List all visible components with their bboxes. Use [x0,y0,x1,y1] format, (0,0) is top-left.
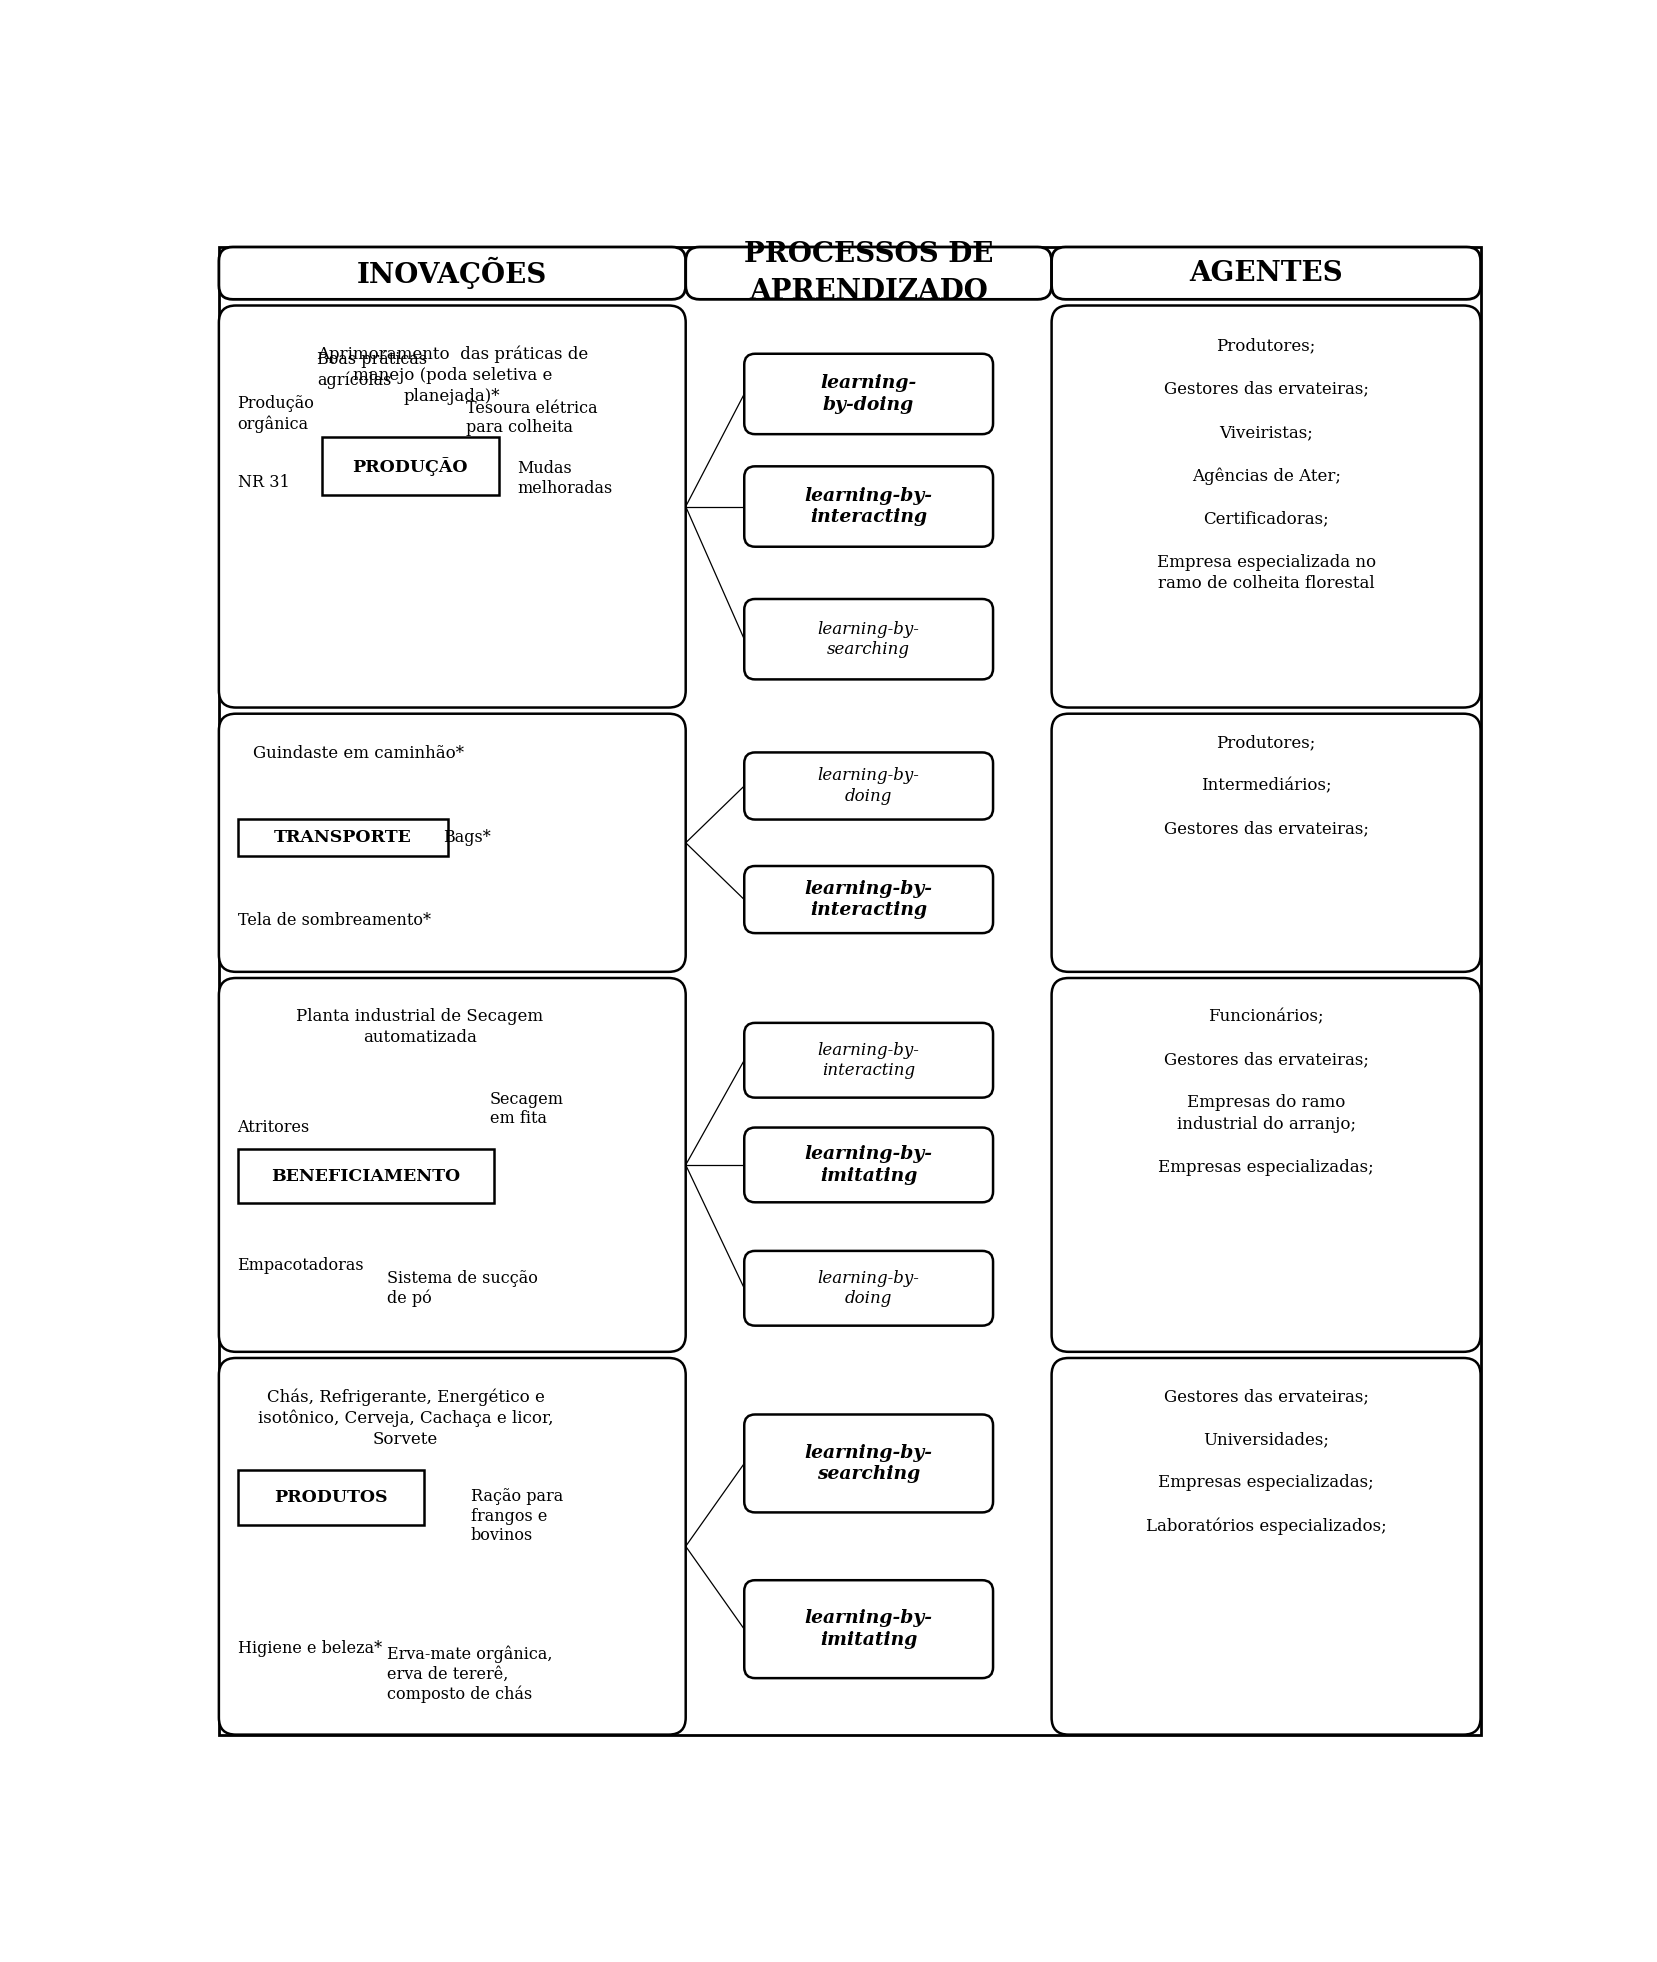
Text: Funcionários;

Gestores das ervateiras;

Empresas do ramo
industrial do arranjo;: Funcionários; Gestores das ervateiras; E… [1158,1008,1374,1175]
FancyBboxPatch shape [237,1470,424,1524]
FancyBboxPatch shape [1051,977,1480,1352]
FancyBboxPatch shape [744,467,993,547]
Text: learning-by-
doing: learning-by- doing [817,767,920,804]
FancyBboxPatch shape [219,247,686,300]
Text: Aprimoramento  das práticas de
manejo (poda seletiva e
planejada)*: Aprimoramento das práticas de manejo (po… [316,345,588,404]
Text: AGENTES: AGENTES [1188,259,1342,286]
Text: learning-by-
searching: learning-by- searching [804,1444,933,1483]
Text: TRANSPORTE: TRANSPORTE [273,830,411,846]
FancyBboxPatch shape [744,1022,993,1097]
FancyBboxPatch shape [686,247,1051,300]
Text: PRODUTOS: PRODUTOS [273,1489,388,1507]
FancyBboxPatch shape [744,1252,993,1326]
FancyBboxPatch shape [744,353,993,434]
Text: PRODUÇÃO: PRODUÇÃO [353,457,467,477]
Text: Guindaste em caminhão*: Guindaste em caminhão* [254,746,464,761]
Text: BENEFICIAMENTO: BENEFICIAMENTO [272,1167,461,1185]
Text: learning-by-
interacting: learning-by- interacting [804,879,933,920]
Text: Ração para
frangos e
bovinos: Ração para frangos e bovinos [471,1487,563,1544]
Text: INOVAÇÕES: INOVAÇÕES [356,257,547,288]
Text: learning-by-
imitating: learning-by- imitating [804,1146,933,1185]
Text: Secagem
em fita: Secagem em fita [489,1091,563,1126]
Text: Planta industrial de Secagem
automatizada: Planta industrial de Secagem automatizad… [297,1008,543,1046]
Text: NR 31: NR 31 [237,475,288,490]
FancyBboxPatch shape [744,598,993,679]
Text: Bags*: Bags* [442,830,490,846]
Text: Empacotadoras: Empacotadoras [237,1258,365,1275]
FancyBboxPatch shape [744,1579,993,1678]
Text: learning-by-
interacting: learning-by- interacting [804,487,933,526]
Text: Produtores;

Gestores das ervateiras;

Viveiristas;

Agências de Ater;

Certific: Produtores; Gestores das ervateiras; Viv… [1157,337,1375,593]
Text: learning-by-
searching: learning-by- searching [817,620,920,657]
Text: learning-by-
imitating: learning-by- imitating [804,1609,933,1648]
FancyBboxPatch shape [1051,714,1480,971]
FancyBboxPatch shape [219,306,686,708]
Text: Boas práticas
agrícolas: Boas práticas agrícolas [316,351,428,388]
FancyBboxPatch shape [219,1358,686,1734]
Text: Chás, Refrigerante, Energético e
isotônico, Cerveja, Cachaça e licor,
Sorvete: Chás, Refrigerante, Energético e isotôni… [258,1389,553,1448]
FancyBboxPatch shape [321,438,499,496]
FancyBboxPatch shape [237,818,447,855]
FancyBboxPatch shape [744,1128,993,1203]
Text: Sistema de sucção
de pó: Sistema de sucção de pó [386,1269,537,1307]
FancyBboxPatch shape [219,977,686,1352]
Text: Gestores das ervateiras;

Universidades;

Empresas especializadas;

Laboratórios: Gestores das ervateiras; Universidades; … [1145,1389,1385,1534]
Text: Tela de sombreamento*: Tela de sombreamento* [237,912,431,928]
FancyBboxPatch shape [744,865,993,934]
Text: Atritores: Atritores [237,1118,310,1136]
FancyBboxPatch shape [1051,1358,1480,1734]
Text: Mudas
melhoradas: Mudas melhoradas [517,459,613,496]
FancyBboxPatch shape [1051,247,1480,300]
FancyBboxPatch shape [744,751,993,820]
Text: learning-
by-doing: learning- by-doing [820,375,916,414]
Text: Produtores;

Intermediários;

Gestores das ervateiras;: Produtores; Intermediários; Gestores das… [1163,734,1367,838]
Text: Higiene e beleza*: Higiene e beleza* [237,1640,381,1656]
FancyBboxPatch shape [744,1415,993,1513]
Text: learning-by-
interacting: learning-by- interacting [817,1042,920,1079]
Text: Produção
orgânica: Produção orgânica [237,396,315,434]
Text: Tesoura elétrica
para colheita: Tesoura elétrica para colheita [466,400,598,436]
Text: learning-by-
doing: learning-by- doing [817,1269,920,1307]
FancyBboxPatch shape [237,1150,494,1203]
Text: PROCESSOS DE
APRENDIZADO: PROCESSOS DE APRENDIZADO [744,241,993,306]
FancyBboxPatch shape [1051,306,1480,708]
Text: Erva-mate orgânica,
erva de tererê,
composto de chás: Erva-mate orgânica, erva de tererê, comp… [386,1646,552,1703]
FancyBboxPatch shape [219,714,686,971]
